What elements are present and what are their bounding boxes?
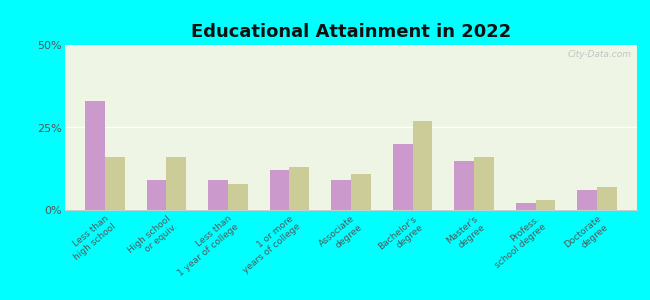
Bar bbox=[289, 167, 309, 210]
Bar bbox=[147, 180, 166, 210]
Bar bbox=[413, 121, 432, 210]
Bar bbox=[393, 144, 413, 210]
Bar bbox=[166, 157, 186, 210]
Text: City-Data.com: City-Data.com bbox=[567, 50, 631, 59]
Bar bbox=[351, 174, 370, 210]
Bar bbox=[597, 187, 617, 210]
Bar bbox=[516, 203, 536, 210]
Bar bbox=[85, 101, 105, 210]
Bar bbox=[270, 170, 289, 210]
Bar bbox=[332, 180, 351, 210]
Bar bbox=[228, 184, 248, 210]
Bar bbox=[454, 160, 474, 210]
Bar bbox=[536, 200, 555, 210]
Bar bbox=[577, 190, 597, 210]
Title: Educational Attainment in 2022: Educational Attainment in 2022 bbox=[191, 23, 511, 41]
Bar bbox=[105, 157, 125, 210]
Bar bbox=[208, 180, 228, 210]
Bar bbox=[474, 157, 494, 210]
